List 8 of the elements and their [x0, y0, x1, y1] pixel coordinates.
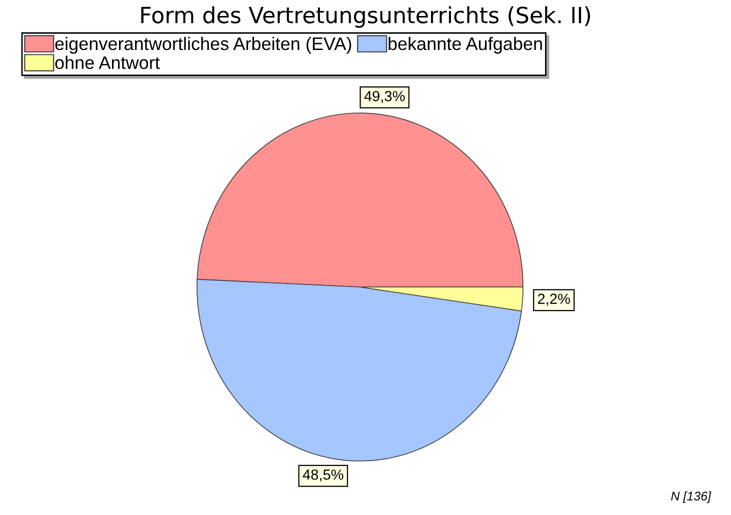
- legend-label: bekannte Aufgaben: [388, 36, 542, 54]
- chart-title: Form des Vertretungsunterrichts (Sek. II): [141, 6, 590, 28]
- data-label: 49,3%: [364, 90, 405, 104]
- data-label: 2,2%: [538, 294, 570, 306]
- data-label: 48,5%: [302, 469, 344, 482]
- legend-label: ohne Antwort: [55, 56, 160, 70]
- text: N [136]: [671, 491, 712, 503]
- legend-label: eigenverantwortliches Arbeiten (EVA): [55, 36, 352, 54]
